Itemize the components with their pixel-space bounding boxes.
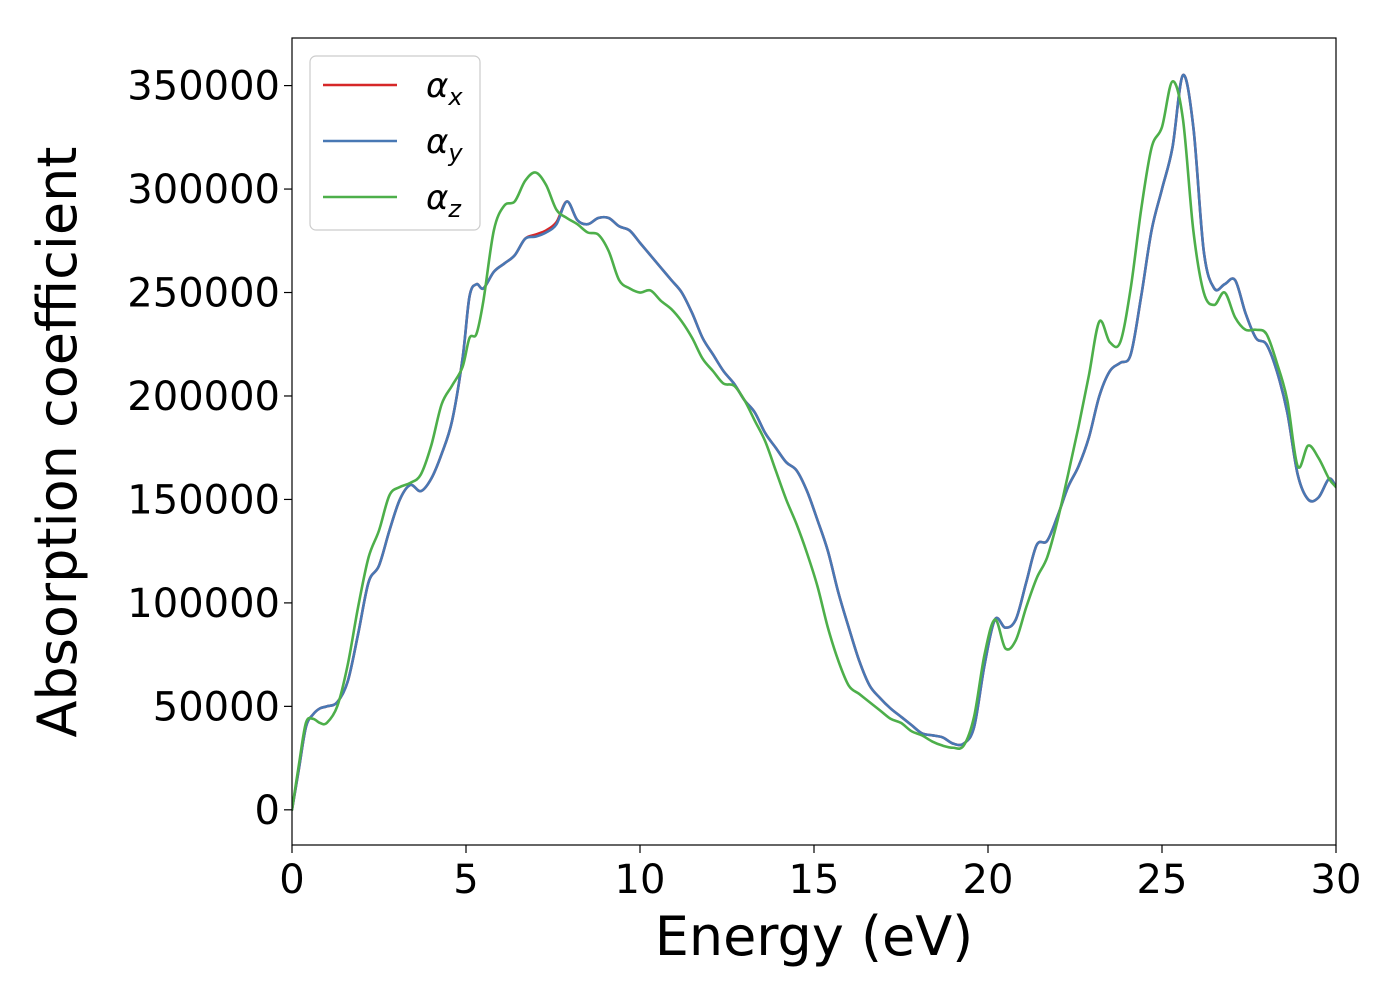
y-tick-label: 300000: [127, 167, 280, 213]
x-axis-ticks: 0 5 10 15 20 25 30: [279, 845, 1361, 903]
y-tick-label: 200000: [127, 374, 280, 420]
x-tick-label: 20: [963, 857, 1014, 903]
y-tick-label: 250000: [127, 271, 280, 317]
legend-label-x: αx: [426, 66, 463, 111]
legend-label-y: αy: [426, 122, 463, 167]
x-tick-label: 30: [1311, 857, 1362, 903]
y-axis-title: Absorption coefficient: [26, 147, 89, 738]
legend-box: [309, 55, 481, 231]
y-tick-label: 50000: [153, 684, 280, 730]
series-line-y: [292, 73, 1336, 812]
y-tick-label: 100000: [127, 581, 280, 627]
y-axis-ticks: 0 50000 100000 150000 200000 250000 300000 3500…: [127, 64, 292, 834]
x-axis-title: Energy (eV): [655, 905, 974, 968]
series-layer: [292, 73, 1336, 812]
x-tick-label: 25: [1137, 857, 1188, 903]
legend-label-z: αz: [426, 178, 462, 223]
series-line-z: [292, 80, 1336, 812]
x-tick-label: 10: [615, 857, 666, 903]
y-tick-label: 350000: [127, 64, 280, 110]
legend: αx αy αz: [309, 55, 481, 231]
x-tick-label: 15: [789, 857, 840, 903]
y-tick-label: 0: [255, 788, 280, 834]
plot-frame: [291, 37, 1337, 846]
x-tick-label: 5: [453, 857, 478, 903]
x-tick-label: 0: [279, 857, 304, 903]
y-tick-label: 150000: [127, 477, 280, 523]
